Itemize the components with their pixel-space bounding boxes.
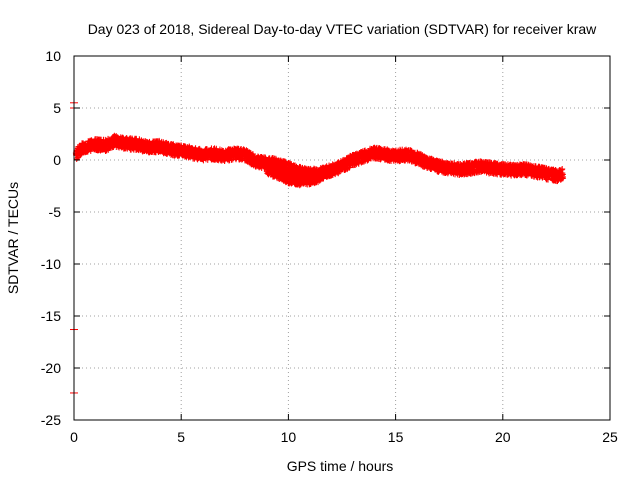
x-tick-label: 5 [177,429,185,445]
x-tick-label: 15 [388,429,404,445]
y-tick-label: -20 [41,360,61,376]
y-tick-label: -5 [49,204,62,220]
x-tick-label: 25 [602,429,618,445]
chart-title: Day 023 of 2018, Sidereal Day-to-day VTE… [88,21,597,37]
y-tick-label: 10 [45,48,61,64]
data-point-band [238,156,245,163]
y-tick-label: -15 [41,308,61,324]
grid [74,56,610,420]
x-axis-label: GPS time / hours [287,458,394,474]
data-layer [70,102,567,394]
x-tick-label: 20 [495,429,511,445]
y-tick-label: -25 [41,412,61,428]
y-axis-label: SDTVAR / TECUs [5,182,21,294]
x-tick-label: 0 [70,429,78,445]
y-tick-label: 5 [53,100,61,116]
plot-frame [73,55,611,421]
y-tick-label: -10 [41,256,61,272]
ticks: 0 5 10 15 20 25 10 5 0 -5 -10 -15 -20 -25 [41,48,618,445]
x-tick-label: 10 [281,429,297,445]
y-tick-label: 0 [53,152,61,168]
